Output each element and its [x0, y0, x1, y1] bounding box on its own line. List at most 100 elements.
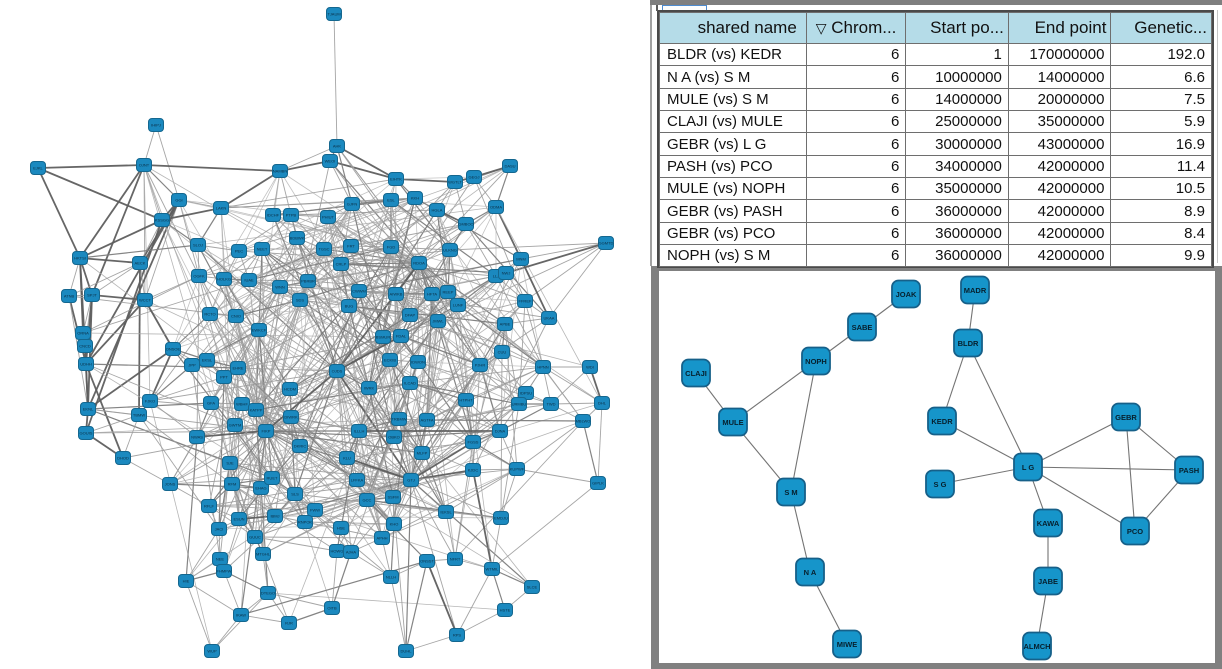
svg-text:DASU: DASU	[504, 164, 515, 169]
svg-text:DIWRK: DIWRK	[284, 415, 298, 420]
svg-text:EHRE: EHRE	[232, 366, 243, 371]
svg-text:EHAG: EHAG	[255, 486, 266, 491]
svg-text:TBMW: TBMW	[133, 413, 145, 418]
svg-text:HSTE: HSTE	[500, 608, 511, 613]
svg-text:DHL: DHL	[598, 401, 607, 406]
svg-text:KKH: KKH	[411, 196, 419, 201]
svg-text:HFTA: HFTA	[427, 292, 437, 297]
svg-text:ATNB: ATNB	[64, 294, 75, 299]
svg-text:PHIUT: PHIUT	[322, 215, 335, 220]
svg-text:TJAUM: TJAUM	[327, 12, 340, 17]
svg-text:HSE: HSE	[337, 526, 346, 531]
svg-text:JMWL: JMWL	[432, 319, 444, 324]
svg-text:RFM: RFM	[228, 482, 237, 487]
svg-text:OBKO: OBKO	[388, 435, 400, 440]
svg-text:S M: S M	[784, 488, 797, 497]
svg-text:NFRT: NFRT	[450, 557, 461, 562]
svg-text:DTEGO: DTEGO	[261, 591, 275, 596]
svg-text:BUG: BUG	[345, 304, 354, 309]
svg-text:UDHH: UDHH	[80, 362, 92, 367]
svg-text:SSFM: SSFM	[387, 495, 398, 500]
svg-text:MLFP: MLFP	[417, 451, 428, 456]
svg-text:SPJT: SPJT	[87, 293, 97, 298]
svg-text:DJNA: DJNA	[495, 429, 506, 434]
svg-text:AIWKB: AIWKB	[390, 292, 403, 297]
svg-text:MULE: MULE	[722, 418, 743, 427]
svg-text:S G: S G	[934, 480, 947, 489]
svg-text:TWD: TWD	[546, 402, 555, 407]
svg-text:MBLWO: MBLWO	[576, 419, 591, 424]
svg-text:CNCD: CNCD	[79, 344, 91, 349]
svg-text:HCDM: HCDM	[284, 387, 296, 392]
svg-text:MTGHL: MTGHL	[256, 552, 271, 557]
svg-text:WEOI: WEOI	[325, 159, 336, 164]
svg-text:ULKNG: ULKNG	[443, 248, 457, 253]
svg-text:ONSOE: ONSOE	[166, 347, 181, 352]
svg-text:RNPOK: RNPOK	[298, 520, 313, 525]
svg-text:PASH: PASH	[1179, 466, 1199, 475]
svg-text:SABE: SABE	[852, 323, 873, 332]
svg-text:MIWE: MIWE	[837, 640, 857, 649]
svg-text:JACI: JACI	[215, 527, 224, 532]
svg-text:ILCAD: ILCAD	[404, 381, 416, 386]
svg-text:UKAA: UKAA	[544, 316, 555, 321]
svg-text:N A: N A	[804, 568, 817, 577]
svg-text:DKRIC: DKRIC	[294, 444, 307, 449]
svg-text:LUNF: LUNF	[453, 303, 464, 308]
svg-text:NOPH: NOPH	[805, 357, 827, 366]
svg-text:OGFK: OGFK	[193, 274, 205, 279]
svg-text:TGSC: TGSC	[318, 247, 329, 252]
svg-text:OJNT: OJNT	[139, 163, 150, 168]
svg-text:FIKP: FIKP	[262, 429, 271, 434]
svg-text:HOWG: HOWG	[331, 549, 344, 554]
svg-text:RFLF: RFLF	[204, 504, 215, 509]
svg-text:JPP: JPP	[188, 363, 196, 368]
svg-text:JOAK: JOAK	[896, 290, 917, 299]
svg-text:PBRBR: PBRBR	[301, 279, 315, 284]
svg-text:ESL: ESL	[387, 198, 395, 203]
svg-text:KAWA: KAWA	[1037, 519, 1060, 528]
svg-text:DHOD: DHOD	[117, 456, 129, 461]
svg-text:GTJ: GTJ	[407, 478, 415, 483]
svg-text:RDOA: RDOA	[413, 261, 425, 266]
svg-text:IDWON: IDWON	[411, 360, 425, 365]
svg-text:SLCE: SLCE	[527, 585, 538, 590]
svg-text:ECKIB: ECKIB	[384, 358, 396, 363]
svg-text:AJHA: AJHA	[346, 550, 357, 555]
svg-text:GEBR: GEBR	[1115, 413, 1137, 422]
svg-text:DFAP: DFAP	[405, 313, 416, 318]
svg-text:SJE: SJE	[226, 461, 234, 466]
svg-text:ODMA: ODMA	[490, 205, 502, 210]
svg-text:ALMCH: ALMCH	[1023, 642, 1050, 651]
svg-text:APHH: APHH	[376, 536, 387, 541]
svg-text:FDAL: FDAL	[396, 334, 407, 339]
svg-text:HPNN: HPNN	[537, 365, 548, 370]
svg-text:KJDC: KJDC	[468, 468, 479, 473]
svg-text:IBMJ: IBMJ	[270, 514, 279, 519]
svg-text:BLDR: BLDR	[958, 339, 979, 348]
svg-text:WGTLT: WGTLT	[448, 180, 462, 185]
svg-text:NEET: NEET	[257, 247, 268, 252]
svg-text:SLOJ: SLOJ	[193, 243, 203, 248]
svg-text:PEC: PEC	[235, 249, 243, 254]
svg-text:NEE: NEE	[216, 557, 225, 562]
svg-text:MNM: MNM	[516, 257, 526, 262]
svg-text:GJFN: GJFN	[347, 202, 358, 207]
svg-text:JONS: JONS	[165, 482, 176, 487]
svg-text:LAKN: LAKN	[216, 206, 227, 211]
svg-text:FGSS: FGSS	[468, 440, 479, 445]
svg-text:NWJ: NWJ	[502, 271, 511, 276]
svg-text:WNN: WNN	[275, 285, 285, 290]
svg-text:NAMBN: NAMBN	[273, 169, 288, 174]
svg-text:KLU: KLU	[343, 456, 351, 461]
svg-text:RCTO: RCTO	[204, 312, 215, 317]
svg-text:IWRK: IWRK	[364, 386, 375, 391]
svg-text:PTPB: PTPB	[286, 213, 297, 218]
svg-text:MADR: MADR	[964, 286, 987, 295]
svg-text:LLJ: LLJ	[493, 274, 499, 279]
svg-text:GWTM: GWTM	[229, 423, 242, 428]
svg-text:TRBMW: TRBMW	[391, 417, 406, 422]
svg-text:AECK: AECK	[135, 261, 146, 266]
svg-text:FJKO: FJKO	[145, 399, 155, 404]
svg-text:BSMUR: BSMUR	[376, 335, 391, 340]
